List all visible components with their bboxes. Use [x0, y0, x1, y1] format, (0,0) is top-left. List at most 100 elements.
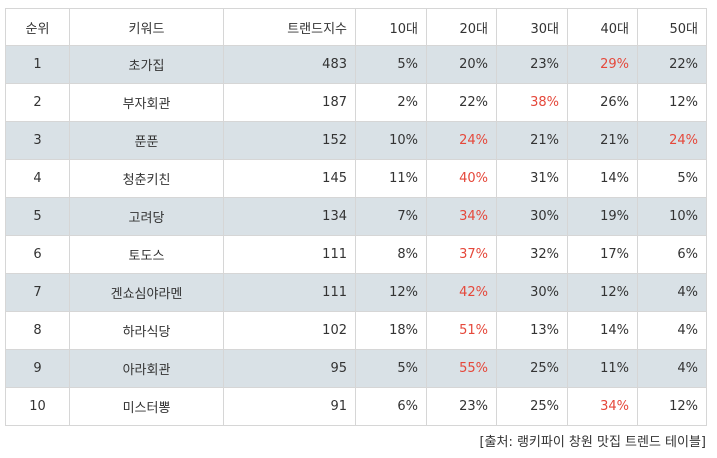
- age-20s-cell: 51%: [426, 311, 497, 350]
- rank-cell: 6: [5, 235, 70, 274]
- age-50s-cell: 6%: [637, 235, 707, 274]
- trend-index-cell: 111: [223, 273, 356, 312]
- header-trend-index: 트랜드지수: [223, 8, 356, 46]
- age-30s-cell: 30%: [496, 197, 568, 236]
- table-row: 9 아라회관 95 5% 55% 25% 11% 4%: [5, 349, 707, 388]
- age-20s-cell: 42%: [426, 273, 497, 312]
- keyword-cell: 아라회관: [69, 349, 224, 388]
- keyword-cell: 청춘키친: [69, 159, 224, 198]
- age-30s-cell: 30%: [496, 273, 568, 312]
- age-50s-cell: 12%: [637, 387, 707, 426]
- age-50s-cell: 22%: [637, 45, 707, 84]
- keyword-cell: 토도스: [69, 235, 224, 274]
- source-caption: [출처: 랭키파이 창원 맛집 트렌드 테이블]: [479, 435, 706, 450]
- table-row: 4 청춘키친 145 11% 40% 31% 14% 5%: [5, 159, 707, 198]
- header-row: 순위 키워드 트랜드지수 10대 20대 30대 40대 50대: [5, 8, 707, 46]
- age-20s-cell: 23%: [426, 387, 497, 426]
- table-row: 7 겐쇼심야라멘 111 12% 42% 30% 12% 4%: [5, 273, 707, 312]
- rank-cell: 10: [5, 387, 70, 426]
- keyword-cell: 미스터뽕: [69, 387, 224, 426]
- age-10s-cell: 2%: [355, 83, 427, 122]
- keyword-cell: 푼푼: [69, 121, 224, 160]
- age-40s-cell: 17%: [567, 235, 638, 274]
- header-keyword: 키워드: [69, 8, 224, 46]
- trend-index-cell: 95: [223, 349, 356, 388]
- table-row: 5 고려당 134 7% 34% 30% 19% 10%: [5, 197, 707, 236]
- age-20s-cell: 20%: [426, 45, 497, 84]
- table-row: 10 미스터뽕 91 6% 23% 25% 34% 12%: [5, 387, 707, 426]
- age-50s-cell: 4%: [637, 273, 707, 312]
- age-50s-cell: 5%: [637, 159, 707, 198]
- age-20s-cell: 24%: [426, 121, 497, 160]
- trend-index-cell: 134: [223, 197, 356, 236]
- age-30s-cell: 13%: [496, 311, 568, 350]
- header-rank: 순위: [5, 8, 70, 46]
- age-40s-cell: 34%: [567, 387, 638, 426]
- trend-index-cell: 102: [223, 311, 356, 350]
- rank-cell: 1: [5, 45, 70, 84]
- trend-index-cell: 145: [223, 159, 356, 198]
- keyword-cell: 부자회관: [69, 83, 224, 122]
- table-row: 6 토도스 111 8% 37% 32% 17% 6%: [5, 235, 707, 274]
- age-40s-cell: 21%: [567, 121, 638, 160]
- age-20s-cell: 34%: [426, 197, 497, 236]
- header-age-50s: 50대: [637, 8, 707, 46]
- trend-index-cell: 483: [223, 45, 356, 84]
- age-40s-cell: 26%: [567, 83, 638, 122]
- age-20s-cell: 40%: [426, 159, 497, 198]
- trend-table: 순위 키워드 트랜드지수 10대 20대 30대 40대 50대 1 초가집 483…: [5, 8, 707, 426]
- age-10s-cell: 12%: [355, 273, 427, 312]
- keyword-cell: 고려당: [69, 197, 224, 236]
- rank-cell: 4: [5, 159, 70, 198]
- age-10s-cell: 7%: [355, 197, 427, 236]
- table-header: 순위 키워드 트랜드지수 10대 20대 30대 40대 50대: [5, 8, 707, 46]
- age-30s-cell: 25%: [496, 349, 568, 388]
- table-row: 2 부자회관 187 2% 22% 38% 26% 12%: [5, 83, 707, 122]
- age-40s-cell: 12%: [567, 273, 638, 312]
- age-10s-cell: 6%: [355, 387, 427, 426]
- table-body: 1 초가집 483 5% 20% 23% 29% 22% 2 부자회관 187 2% 22% 38% 26%…: [5, 45, 707, 426]
- age-40s-cell: 14%: [567, 311, 638, 350]
- age-10s-cell: 8%: [355, 235, 427, 274]
- age-50s-cell: 4%: [637, 311, 707, 350]
- age-50s-cell: 4%: [637, 349, 707, 388]
- keyword-cell: 하라식당: [69, 311, 224, 350]
- age-10s-cell: 11%: [355, 159, 427, 198]
- age-20s-cell: 55%: [426, 349, 497, 388]
- header-age-10s: 10대: [355, 8, 427, 46]
- trend-index-cell: 91: [223, 387, 356, 426]
- age-10s-cell: 5%: [355, 45, 427, 84]
- age-30s-cell: 23%: [496, 45, 568, 84]
- age-10s-cell: 18%: [355, 311, 427, 350]
- age-40s-cell: 29%: [567, 45, 638, 84]
- rank-cell: 3: [5, 121, 70, 160]
- age-40s-cell: 19%: [567, 197, 638, 236]
- keyword-cell: 초가집: [69, 45, 224, 84]
- age-30s-cell: 25%: [496, 387, 568, 426]
- age-20s-cell: 22%: [426, 83, 497, 122]
- table-row: 3 푼푼 152 10% 24% 21% 21% 24%: [5, 121, 707, 160]
- header-age-20s: 20대: [426, 8, 497, 46]
- rank-cell: 5: [5, 197, 70, 236]
- trend-index-cell: 187: [223, 83, 356, 122]
- age-20s-cell: 37%: [426, 235, 497, 274]
- rank-cell: 7: [5, 273, 70, 312]
- rank-cell: 9: [5, 349, 70, 388]
- trend-index-cell: 111: [223, 235, 356, 274]
- age-50s-cell: 10%: [637, 197, 707, 236]
- age-30s-cell: 38%: [496, 83, 568, 122]
- age-10s-cell: 10%: [355, 121, 427, 160]
- rank-cell: 2: [5, 83, 70, 122]
- age-50s-cell: 24%: [637, 121, 707, 160]
- rank-cell: 8: [5, 311, 70, 350]
- age-40s-cell: 14%: [567, 159, 638, 198]
- age-10s-cell: 5%: [355, 349, 427, 388]
- trend-index-cell: 152: [223, 121, 356, 160]
- header-age-30s: 30대: [496, 8, 568, 46]
- age-50s-cell: 12%: [637, 83, 707, 122]
- age-30s-cell: 32%: [496, 235, 568, 274]
- header-age-40s: 40대: [567, 8, 638, 46]
- keyword-cell: 겐쇼심야라멘: [69, 273, 224, 312]
- age-40s-cell: 11%: [567, 349, 638, 388]
